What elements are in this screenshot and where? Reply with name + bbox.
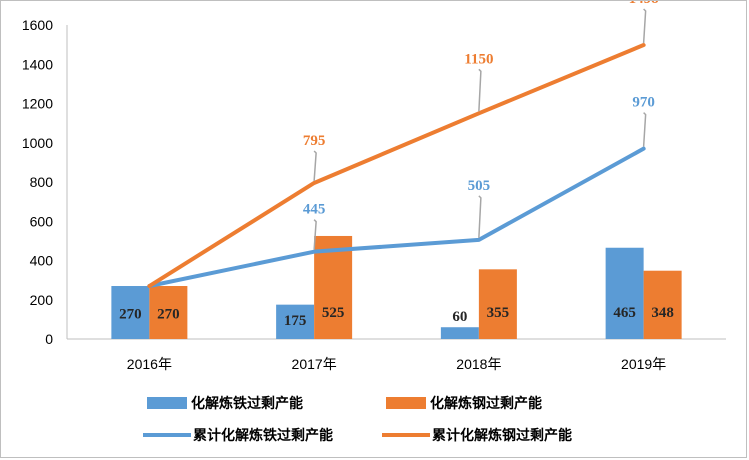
line-data-label: 795 (303, 133, 326, 149)
bar-data-label: 465 (613, 305, 636, 321)
x-tick-label: 2016年 (127, 356, 172, 372)
line-data-label: 970 (632, 95, 655, 111)
data-labels: 270 175 60 465 270 525 355 348 445 505 970 795 1150 1… (119, 1, 674, 329)
y-tick-label: 800 (30, 174, 54, 190)
y-tick-label: 1400 (22, 56, 53, 72)
bar-data-label: 60 (452, 309, 467, 325)
leader-line (642, 112, 647, 147)
legend-swatch-bar (147, 397, 187, 409)
legend-swatch-bar (386, 397, 426, 409)
line-data-label: 1498 (629, 1, 659, 7)
leader-line (478, 195, 482, 238)
line-data-label: 445 (303, 202, 326, 218)
series-line-steel-cumulative (147, 43, 646, 289)
lines (147, 43, 646, 289)
line-data-label: 1150 (464, 51, 493, 67)
x-tick-label: 2018年 (456, 356, 501, 372)
y-tick-label: 400 (30, 253, 54, 269)
bar-steel (149, 286, 188, 339)
bar-data-label: 348 (651, 305, 674, 321)
bar-iron (111, 286, 150, 339)
bar-data-label: 270 (157, 307, 180, 323)
y-tick-label: 600 (30, 213, 54, 229)
leader-line (642, 8, 647, 44)
bar-iron (276, 304, 315, 339)
series-line-iron-cumulative (147, 146, 646, 289)
leader-line (313, 150, 317, 182)
leader-line (313, 219, 317, 250)
y-tick-label: 200 (30, 292, 54, 308)
bar-steel (643, 270, 682, 339)
legend-label: 累计化解炼钢过剩产能 (432, 427, 572, 444)
x-tick-label: 2019年 (621, 356, 666, 372)
bars (111, 235, 682, 339)
bar-data-label: 355 (487, 305, 510, 321)
bar-iron (605, 247, 644, 339)
y-tick-label: 1000 (22, 135, 53, 151)
bar-data-label: 175 (284, 313, 307, 329)
y-tick-label: 1200 (22, 96, 53, 112)
bar-iron (440, 327, 479, 339)
bar-data-label: 270 (119, 307, 142, 323)
legend-label: 化解炼钢过剩产能 (430, 395, 542, 412)
legend-label: 化解炼铁过剩产能 (191, 395, 303, 412)
line-data-label: 505 (468, 178, 491, 194)
legend-label: 累计化解炼铁过剩产能 (193, 427, 333, 444)
bar-steel (478, 269, 517, 339)
x-tick-label: 2017年 (292, 356, 337, 372)
leader-lines (313, 8, 647, 250)
axes: 0 200 400 600 800 1000 1200 1400 1600 2016年 2017年 2… (22, 17, 726, 372)
y-tick-label: 0 (45, 331, 53, 347)
bar-data-label: 525 (322, 305, 345, 321)
leader-line (478, 68, 482, 112)
y-tick-label: 1600 (22, 17, 53, 33)
